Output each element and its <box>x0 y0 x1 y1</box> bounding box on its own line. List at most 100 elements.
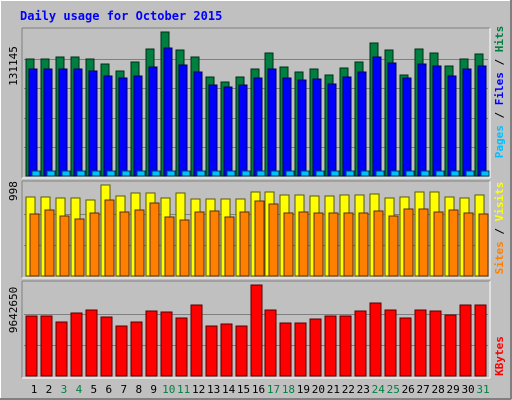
svg-text:Pages / Files / Hits: Pages / Files / Hits <box>493 26 506 159</box>
kbytes-bar-day-4 <box>70 312 83 377</box>
files-bar-day-14 <box>223 86 233 177</box>
sites-bar-day-27 <box>418 208 429 277</box>
pages-bar-day-1 <box>31 170 41 177</box>
x-tick-label-day-29: 29 <box>446 383 459 396</box>
kbytes-bar-day-17 <box>264 309 277 377</box>
pages-bar-day-7 <box>121 170 131 177</box>
kbytes-bar-day-10 <box>160 311 173 377</box>
pages-bar-day-15 <box>241 170 251 177</box>
sites-bar-day-6 <box>104 199 115 277</box>
pages-bar-day-3 <box>61 170 71 177</box>
x-tick-label-day-8: 8 <box>135 383 142 396</box>
svg-text:KBytes: KBytes <box>493 336 506 376</box>
files-bar-day-9 <box>148 66 158 177</box>
x-tick-label-day-25: 25 <box>387 383 400 396</box>
x-tick-label-day-5: 5 <box>91 383 98 396</box>
pages-bar-day-29 <box>450 170 460 177</box>
files-bar-day-26 <box>402 77 412 177</box>
x-tick-label-day-7: 7 <box>120 383 127 396</box>
bottom-ymax-label: 9642650 <box>7 287 20 333</box>
kbytes-bar-day-13 <box>205 325 218 377</box>
files-bar-day-18 <box>282 77 292 177</box>
files-bar-day-8 <box>133 75 143 177</box>
files-bar-day-25 <box>387 62 397 177</box>
files-bar-day-27 <box>417 63 427 177</box>
pages-bar-day-8 <box>136 170 146 177</box>
pages-bar-day-2 <box>46 170 56 177</box>
kbytes-bar-day-19 <box>294 322 307 377</box>
x-tick-label-day-23: 23 <box>357 383 370 396</box>
pages-bar-day-17 <box>270 170 280 177</box>
sites-bar-day-15 <box>239 211 250 277</box>
x-tick-label-day-16: 16 <box>252 383 265 396</box>
files-bar-day-22 <box>342 76 352 177</box>
x-tick-label-day-15: 15 <box>237 383 250 396</box>
pages-bar-day-30 <box>465 170 475 177</box>
x-tick-label-day-18: 18 <box>282 383 295 396</box>
x-tick-label-day-10: 10 <box>162 383 175 396</box>
x-tick-label-day-17: 17 <box>267 383 280 396</box>
sites-bar-day-18 <box>283 212 294 277</box>
pages-bar-day-25 <box>390 170 400 177</box>
kbytes-bar-day-26 <box>399 317 412 377</box>
files-bar-day-2 <box>43 68 53 177</box>
sites-bar-day-12 <box>194 211 205 277</box>
kbytes-bar-day-27 <box>414 309 427 377</box>
legend-kbytes: KBytes <box>493 336 506 376</box>
sites-bar-day-1 <box>29 213 40 277</box>
pages-bar-day-27 <box>420 170 430 177</box>
kbytes-bar-day-18 <box>279 322 292 377</box>
kbytes-bar-day-5 <box>85 309 98 377</box>
pages-bar-day-31 <box>480 170 490 177</box>
x-tick-label-day-24: 24 <box>372 383 386 396</box>
pages-bar-day-13 <box>211 170 221 177</box>
files-bar-day-11 <box>178 64 188 177</box>
legend-visits: Visits <box>493 182 506 222</box>
sites-bar-day-14 <box>224 216 235 277</box>
sites-bar-day-29 <box>448 209 459 277</box>
sites-bar-day-26 <box>403 208 414 277</box>
files-bar-day-5 <box>88 70 98 177</box>
sites-bar-day-23 <box>358 212 369 277</box>
files-bar-day-31 <box>477 65 487 177</box>
files-bar-day-17 <box>267 68 277 177</box>
files-bar-day-10 <box>163 47 173 177</box>
sites-bar-day-30 <box>463 212 474 277</box>
kbytes-bar-day-23 <box>354 310 367 377</box>
kbytes-bar-day-12 <box>190 304 203 377</box>
x-tick-label-day-13: 13 <box>207 383 220 396</box>
pages-bar-day-11 <box>181 170 191 177</box>
kbytes-bar-day-7 <box>115 325 128 377</box>
sites-bar-day-31 <box>478 213 489 277</box>
legend-sites: Sites <box>493 241 506 274</box>
legend-hits: Hits <box>493 26 506 53</box>
sites-bar-day-19 <box>298 211 309 277</box>
sites-bar-day-17 <box>268 203 279 277</box>
x-tick-label-day-19: 19 <box>297 383 310 396</box>
files-bar-day-21 <box>327 83 337 177</box>
kbytes-bar-day-14 <box>220 323 233 377</box>
pages-bar-day-6 <box>106 170 116 177</box>
sites-bar-day-13 <box>209 210 220 277</box>
x-tick-label-day-31: 31 <box>476 383 489 396</box>
x-tick-label-day-11: 11 <box>177 383 190 396</box>
files-bar-day-24 <box>372 56 382 177</box>
pages-bar-day-28 <box>435 170 445 177</box>
pages-bar-day-26 <box>405 170 415 177</box>
sites-bar-day-9 <box>149 202 160 277</box>
sites-bar-day-24 <box>373 210 384 277</box>
legend-pages: Pages <box>493 125 506 158</box>
pages-bar-day-24 <box>375 170 385 177</box>
sites-bar-day-4 <box>74 218 85 277</box>
pages-bar-day-23 <box>360 170 370 177</box>
x-tick-label-day-4: 4 <box>76 383 83 396</box>
sites-bar-day-7 <box>119 211 130 277</box>
kbytes-bar-day-20 <box>309 318 322 377</box>
files-bar-day-1 <box>28 68 38 177</box>
pages-bar-day-5 <box>91 170 101 177</box>
x-tick-label-day-12: 12 <box>192 383 205 396</box>
files-bar-day-6 <box>103 75 113 177</box>
pages-bar-day-9 <box>151 170 161 177</box>
bottom-legend: KBytes <box>493 336 506 376</box>
